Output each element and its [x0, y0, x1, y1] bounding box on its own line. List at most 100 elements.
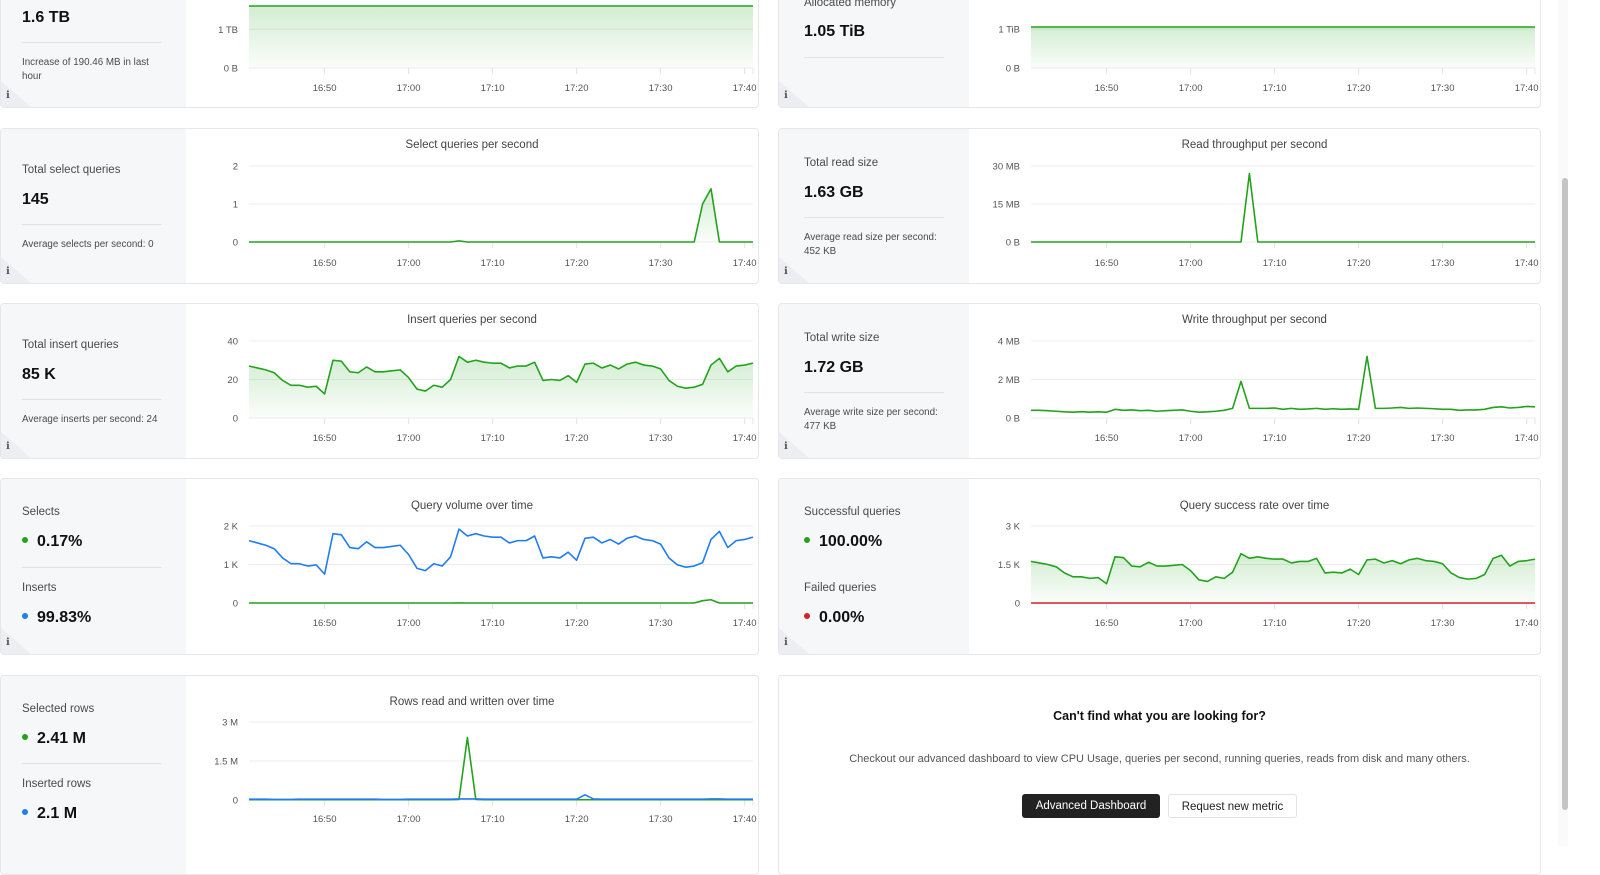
y-tick-label: 0 B: [224, 64, 238, 75]
chart-title: Read throughput per second: [1181, 139, 1328, 151]
series-line-green: [1031, 355, 1536, 414]
y-tick-label: 3 K: [1006, 522, 1021, 533]
chart-svg: 0 B 15 MB 30 MB 16:50 17:00 17:10 17:20 17:30 17…: [993, 162, 1539, 270]
info-icon[interactable]: ℹ: [784, 90, 788, 101]
cta-text: Checkout our advanced dashboard to view …: [849, 753, 1470, 765]
scrollbar-thumb[interactable]: [1562, 178, 1568, 810]
write-value: 1.72 GB: [804, 359, 864, 376]
success-chart: Query success rate over time 0 1.5 K 3 K 16:…: [969, 479, 1540, 654]
info-icon[interactable]: ℹ: [6, 441, 10, 452]
failed-value: 0.00%: [819, 609, 865, 626]
insert-label: Total insert queries: [22, 339, 119, 351]
volume-stats: Selects 0.17% Inserts 99.83% ℹ: [1, 479, 186, 654]
info-icon[interactable]: ℹ: [6, 637, 10, 648]
y-tick-label: 20: [227, 375, 238, 386]
chart-title: Select queries per second: [405, 139, 539, 151]
x-tick-label: 17:20: [565, 83, 589, 94]
divider: [22, 763, 161, 764]
info-icon[interactable]: ℹ: [6, 266, 10, 277]
series-line-green: [248, 355, 754, 395]
x-tick-label: 17:30: [649, 83, 673, 94]
write-average: Average write size per second: 477 KB: [804, 407, 938, 432]
x-tick-label: 17:40: [733, 258, 757, 269]
y-tick-label: 1 TiB: [998, 24, 1020, 35]
corner-decoration: [779, 257, 809, 283]
x-tick-label: 17:30: [1431, 258, 1455, 269]
insert-average: Average inserts per second: 24: [22, 414, 158, 425]
rows-chart: Rows read and written over time 0 1.5 M 3 M…: [186, 676, 758, 874]
green-dot-icon: [804, 536, 810, 543]
selects-value: 0.17%: [37, 533, 83, 550]
memory-label: Allocated memory: [804, 0, 897, 9]
write-card: Total write size 1.72 GB Average write s…: [778, 303, 1541, 459]
info-icon[interactable]: ℹ: [784, 266, 788, 277]
series-area: [1031, 553, 1535, 603]
y-tick-label: 2 MB: [998, 375, 1020, 386]
y-tick-label: 3 M: [222, 718, 238, 729]
request-new-metric-button[interactable]: Request new metric: [1168, 794, 1297, 818]
x-tick-label: 17:00: [397, 433, 421, 444]
x-tick-label: 17:00: [1179, 258, 1203, 269]
cta-title: Can't find what you are looking for?: [1053, 709, 1266, 723]
x-tick-label: 17:20: [565, 258, 589, 269]
y-tick-label: 0: [233, 414, 238, 425]
x-tick-label: 17:30: [649, 814, 673, 825]
series-area: [1031, 27, 1535, 68]
read-stats: Total read size 1.63 GB Average read siz…: [779, 129, 969, 283]
green-dot-icon: [22, 733, 28, 740]
chart-title: Write throughput per second: [1182, 314, 1327, 326]
x-tick-label: 17:10: [481, 433, 505, 444]
x-tick-label: 17:20: [565, 618, 589, 629]
divider: [22, 42, 161, 43]
info-icon[interactable]: ℹ: [784, 637, 788, 648]
y-tick-label: 0: [233, 238, 238, 249]
chart-title: Insert queries per second: [407, 314, 537, 326]
series-line-blue: [249, 794, 753, 801]
x-tick-label: 17:10: [481, 618, 505, 629]
select-stats: Total select queries 145 Average selects…: [1, 129, 186, 283]
inserted-rows-value-row: 2.1 M: [22, 804, 77, 824]
x-tick-label: 17:10: [481, 814, 505, 825]
chart-svg: 0 1 K 2 K 16:50 17:00 17:10 17:20 17:30 17:40: [224, 522, 757, 630]
x-tick-label: 16:50: [313, 258, 337, 269]
x-tick-label: 17:40: [1515, 258, 1539, 269]
chart-svg: 0 1 2 16:50 17:00 17:10 17:20 17:30 17:40: [233, 162, 757, 270]
write-stats: Total write size 1.72 GB Average write s…: [779, 304, 969, 458]
info-icon[interactable]: ℹ: [6, 90, 10, 101]
y-tick-label: 0: [233, 796, 238, 807]
x-tick-label: 17:20: [1347, 618, 1371, 629]
cta-card: Can't find what you are looking for? Che…: [778, 675, 1541, 875]
series-line-green: [249, 736, 753, 801]
x-tick-label: 17:00: [397, 258, 421, 269]
corner-decoration: [779, 81, 809, 107]
x-tick-label: 17:10: [1263, 258, 1287, 269]
write-chart: Write throughput per second 0 B 2 MB 4 MB 16…: [969, 304, 1540, 458]
x-tick-label: 16:50: [313, 83, 337, 94]
failed-value-row: 0.00%: [804, 608, 864, 628]
insert-card: Total insert queries 85 K Average insert…: [0, 303, 759, 459]
memory-chart: 0 B 1 TiB 16:50 17:00 17:10 17:20 17:30 17:40: [969, 0, 1540, 107]
insert-value: 85 K: [22, 366, 56, 383]
corner-decoration: [1, 257, 31, 283]
info-icon[interactable]: ℹ: [784, 441, 788, 452]
insert-stats: Total insert queries 85 K Average insert…: [1, 304, 186, 458]
series-area: [249, 356, 753, 418]
chart-svg: 0 20 40 16:50 17:00 17:10 17:20 17:30 17:40: [227, 337, 757, 445]
x-tick-label: 17:20: [1347, 258, 1371, 269]
chart-svg: 0 B 1 TB 16:50 17:00 17:10 17:20 17:30 17:40: [218, 5, 756, 94]
x-tick-label: 17:10: [481, 258, 505, 269]
success-stats: Successful queries 100.00% Failed querie…: [779, 479, 969, 654]
chart-title: Query volume over time: [410, 500, 534, 512]
divider: [22, 224, 161, 225]
storage-chart: 0 B 1 TB 16:50 17:00 17:10 17:20 17:30 17:40: [186, 0, 758, 107]
x-tick-label: 17:40: [733, 433, 757, 444]
x-tick-label: 17:40: [733, 618, 757, 629]
x-tick-label: 17:30: [649, 433, 673, 444]
x-tick-label: 17:10: [1263, 83, 1287, 94]
selects-label: Selects: [22, 506, 60, 518]
y-tick-label: 2 K: [224, 522, 239, 533]
advanced-dashboard-button[interactable]: Advanced Dashboard: [1022, 794, 1160, 818]
volume-card: Selects 0.17% Inserts 99.83% ℹ Query vol…: [0, 478, 759, 655]
x-tick-label: 17:40: [1515, 618, 1539, 629]
select-value: 145: [22, 191, 49, 208]
